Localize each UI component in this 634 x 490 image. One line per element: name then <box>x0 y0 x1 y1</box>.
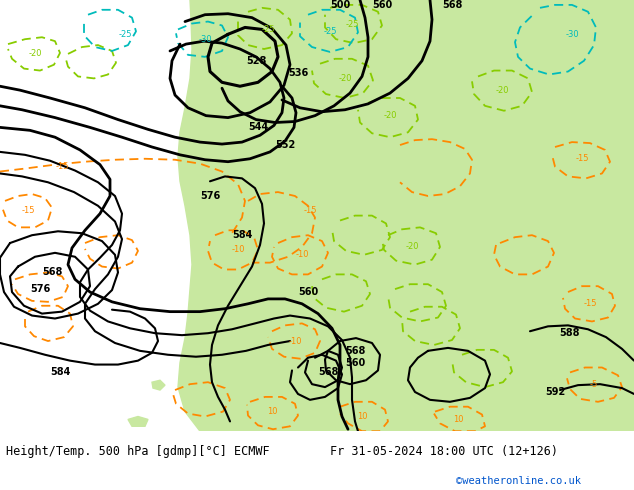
Text: 544: 544 <box>248 122 268 132</box>
Polygon shape <box>270 103 305 145</box>
Text: -25: -25 <box>323 27 337 36</box>
Text: Fr 31-05-2024 18:00 UTC (12+126): Fr 31-05-2024 18:00 UTC (12+126) <box>330 445 558 458</box>
Text: 576: 576 <box>200 191 220 201</box>
Polygon shape <box>295 243 400 318</box>
Polygon shape <box>278 135 322 188</box>
Text: 552: 552 <box>275 140 295 150</box>
Text: 560: 560 <box>345 358 365 368</box>
Polygon shape <box>305 412 500 431</box>
Text: -30: -30 <box>565 30 579 39</box>
Text: -15: -15 <box>55 162 68 171</box>
Text: -25: -25 <box>346 20 359 29</box>
Text: 560: 560 <box>372 0 392 10</box>
Polygon shape <box>215 8 278 54</box>
Polygon shape <box>152 380 165 390</box>
Text: -20: -20 <box>29 49 42 58</box>
Text: 568: 568 <box>442 0 462 10</box>
Polygon shape <box>178 0 340 431</box>
Text: -10: -10 <box>288 337 302 345</box>
Text: 568: 568 <box>318 368 338 377</box>
Polygon shape <box>265 0 634 431</box>
Text: 588: 588 <box>560 328 580 338</box>
Text: -15: -15 <box>575 154 589 163</box>
Text: 576: 576 <box>30 284 50 294</box>
Text: -25: -25 <box>119 30 132 39</box>
Text: -20: -20 <box>495 86 508 95</box>
Text: 584: 584 <box>232 230 252 240</box>
Text: -15: -15 <box>303 206 317 215</box>
Text: -25: -25 <box>261 25 275 34</box>
Text: ©weatheronline.co.uk: ©weatheronline.co.uk <box>456 476 581 486</box>
Text: 592: 592 <box>545 387 565 397</box>
Text: Height/Temp. 500 hPa [gdmp][°C] ECMWF: Height/Temp. 500 hPa [gdmp][°C] ECMWF <box>6 445 270 458</box>
Text: 10: 10 <box>357 412 367 421</box>
Text: 560: 560 <box>298 287 318 297</box>
Text: 568: 568 <box>42 268 62 277</box>
Text: 584: 584 <box>50 368 70 377</box>
Text: 10: 10 <box>453 415 463 424</box>
Text: -10: -10 <box>231 245 245 254</box>
Text: -5: -5 <box>590 380 598 389</box>
Text: -30: -30 <box>198 35 212 44</box>
Text: 528: 528 <box>246 56 266 66</box>
Polygon shape <box>272 323 400 412</box>
Text: -20: -20 <box>339 74 352 83</box>
Text: -15: -15 <box>583 299 597 308</box>
Text: 500: 500 <box>330 0 350 10</box>
Text: 568: 568 <box>345 346 365 356</box>
Text: -20: -20 <box>383 111 397 120</box>
Text: -15: -15 <box>22 206 35 215</box>
Text: 536: 536 <box>288 69 308 78</box>
Polygon shape <box>128 416 148 426</box>
Text: 10: 10 <box>267 407 277 416</box>
Text: -20: -20 <box>405 243 418 251</box>
Text: -10: -10 <box>295 250 309 259</box>
